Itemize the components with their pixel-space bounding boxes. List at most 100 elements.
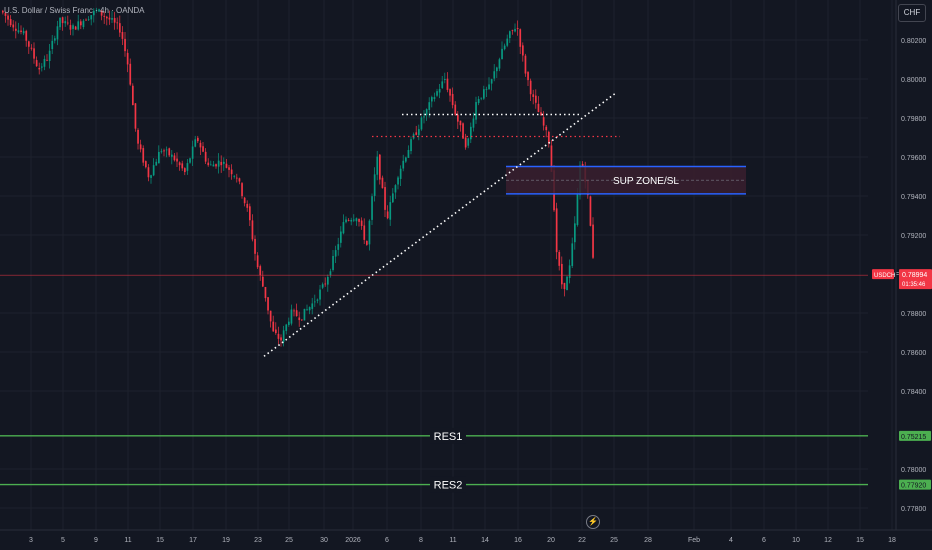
- candle-body: [137, 129, 139, 144]
- candle-body: [360, 220, 363, 226]
- candle-body: [506, 38, 509, 46]
- candle-body: [171, 154, 173, 157]
- candle-body: [251, 220, 254, 240]
- candle-body: [28, 41, 30, 47]
- candle-body: [337, 244, 340, 250]
- candle-body: [184, 168, 186, 173]
- candle-body: [116, 22, 119, 24]
- candles: [2, 7, 594, 347]
- price-tick-label: 0.78600: [901, 350, 926, 357]
- candle-body: [485, 88, 488, 90]
- candle-body: [444, 78, 446, 80]
- candle-body: [100, 10, 103, 16]
- time-tick-label: 10: [792, 537, 800, 544]
- candle-body: [415, 132, 418, 135]
- candle-body: [142, 148, 145, 163]
- candle-body: [87, 19, 90, 21]
- candle-body: [126, 52, 129, 65]
- candle-body: [158, 151, 160, 164]
- time-axis[interactable]: 3 5 9 11 15 17 19 23 25 30 2026 6 8 11 14 16 20 22 25 28 Feb…: [0, 529, 932, 544]
- time-tick-label: 12: [824, 537, 832, 544]
- candle-body: [298, 317, 301, 321]
- time-tick-label: 3: [29, 537, 33, 544]
- candle-body: [77, 21, 80, 30]
- candle-body: [342, 222, 345, 234]
- candle-body: [12, 24, 15, 28]
- candle-body: [498, 59, 501, 69]
- candle-body: [581, 163, 584, 167]
- time-tick-label: 8: [419, 537, 423, 544]
- candle-body: [267, 297, 269, 311]
- price-tick-label: 0.80200: [901, 38, 926, 45]
- candle-body: [475, 102, 477, 120]
- candle-body: [420, 117, 423, 130]
- candle-body: [165, 149, 168, 151]
- candle-body: [98, 9, 100, 12]
- candle-body: [236, 177, 238, 179]
- candle-body: [152, 165, 155, 176]
- candle-body: [402, 160, 405, 169]
- candle-body: [290, 309, 293, 324]
- candle-body: [295, 310, 298, 317]
- time-tick-label: 23: [254, 537, 262, 544]
- candle-body: [85, 19, 87, 21]
- candle-body: [207, 162, 210, 166]
- resistance-label-bg: [430, 476, 466, 493]
- candle-body: [441, 81, 444, 88]
- candle-body: [262, 276, 264, 287]
- candle-body: [168, 148, 171, 156]
- candle-body: [459, 120, 462, 126]
- candle-body: [41, 66, 43, 68]
- time-tick-label: 28: [644, 537, 652, 544]
- candle-body: [363, 225, 366, 240]
- candle-body: [436, 91, 438, 96]
- candle-body: [563, 282, 566, 290]
- symbol-tag: [872, 269, 894, 280]
- candle-body: [462, 123, 464, 139]
- candle-body: [558, 251, 561, 266]
- time-tick-label: 14: [481, 537, 489, 544]
- candle-body: [503, 45, 506, 50]
- candle-body: [527, 72, 529, 81]
- time-tick-label: 15: [856, 537, 864, 544]
- candle-body: [433, 97, 436, 99]
- time-tick-label: 22: [578, 537, 586, 544]
- candle-body: [4, 12, 7, 16]
- candle-body: [72, 25, 74, 30]
- candle-body: [243, 197, 246, 204]
- candle-body: [202, 146, 204, 152]
- currency-button[interactable]: CHF: [898, 4, 926, 22]
- candle-body: [418, 129, 420, 136]
- candle-body: [386, 211, 389, 219]
- candle-body: [366, 240, 368, 245]
- symbol-title[interactable]: U.S. Dollar / Swiss Franc · 4h · OANDA: [4, 6, 145, 15]
- candle-body: [327, 276, 329, 285]
- candle-body: [25, 30, 28, 41]
- time-tick-label: 17: [189, 537, 197, 544]
- candle-body: [324, 283, 327, 285]
- price-axis[interactable]: 0.80200 0.80000 0.79800 0.79600 0.79400 0.792…: [895, 0, 932, 530]
- candle-body: [311, 303, 314, 309]
- candle-body: [269, 310, 272, 322]
- candle-body: [358, 218, 360, 222]
- lightning-icon[interactable]: ⚡: [586, 515, 600, 529]
- price-tick-label: 0.79400: [901, 194, 926, 201]
- candle-body: [568, 265, 571, 278]
- candle-body: [186, 163, 189, 171]
- candle-body: [514, 28, 516, 32]
- candle-body: [316, 299, 319, 301]
- candle-body: [95, 9, 98, 11]
- candle-body: [124, 38, 126, 52]
- candle-body: [220, 161, 223, 166]
- candle-body: [467, 138, 470, 146]
- time-tick-label: 9: [94, 537, 98, 544]
- candle-body: [545, 126, 548, 131]
- candle-body: [113, 18, 116, 23]
- candle-body: [176, 158, 178, 162]
- candle-body: [199, 142, 202, 148]
- candle-body: [121, 31, 124, 39]
- candle-body: [111, 18, 113, 20]
- candle-body: [477, 99, 480, 104]
- candle-body: [64, 21, 67, 24]
